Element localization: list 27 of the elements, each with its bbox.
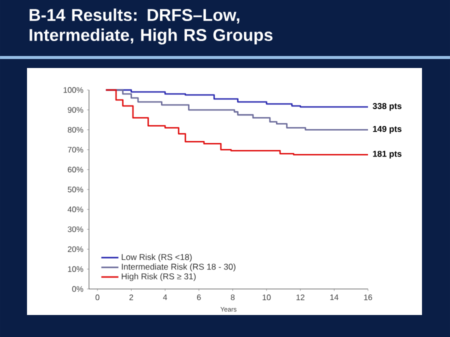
y-tick-label: 30% [68,226,84,232]
text: 338 pts [372,103,402,111]
y-tick-label: 40% [68,206,84,212]
x-tick-label: 16 [364,294,372,300]
x-tick-label: 12 [296,294,304,300]
x-tick-label: 0 [96,294,100,300]
legend-label: Low Risk (RS <18) [122,254,192,262]
x-tick-label: 4 [163,294,168,300]
y-tick-label: 10% [68,266,84,272]
y-tick-label: 20% [68,246,84,252]
y-tick-label: 60% [68,166,84,172]
chart-title: B-14 Results: DRFS–Low, Intermediate, High RS Groups [30,8,272,44]
y-tick-label: 50% [68,186,84,192]
x-tick-label: 10 [262,294,271,300]
text: 149 pts [373,126,402,134]
y-tick-label: 80% [68,126,84,133]
text: 181 pts [373,150,402,158]
legend-label: High Risk (RS ≥ 31) [122,273,196,282]
x-tick-label: 6 [197,294,201,300]
y-tick-label: 90% [68,107,84,113]
x-tick-label: 14 [330,294,338,300]
y-tick-label: 100% [64,87,84,93]
legend-label: Intermediate Risk (RS 18 - 30) [122,263,236,272]
y-tick-label: 70% [68,146,84,153]
x-tick-label: 8 [230,294,235,300]
y-tick-label: 0% [72,286,84,292]
x-tick-label: 2 [129,294,134,300]
